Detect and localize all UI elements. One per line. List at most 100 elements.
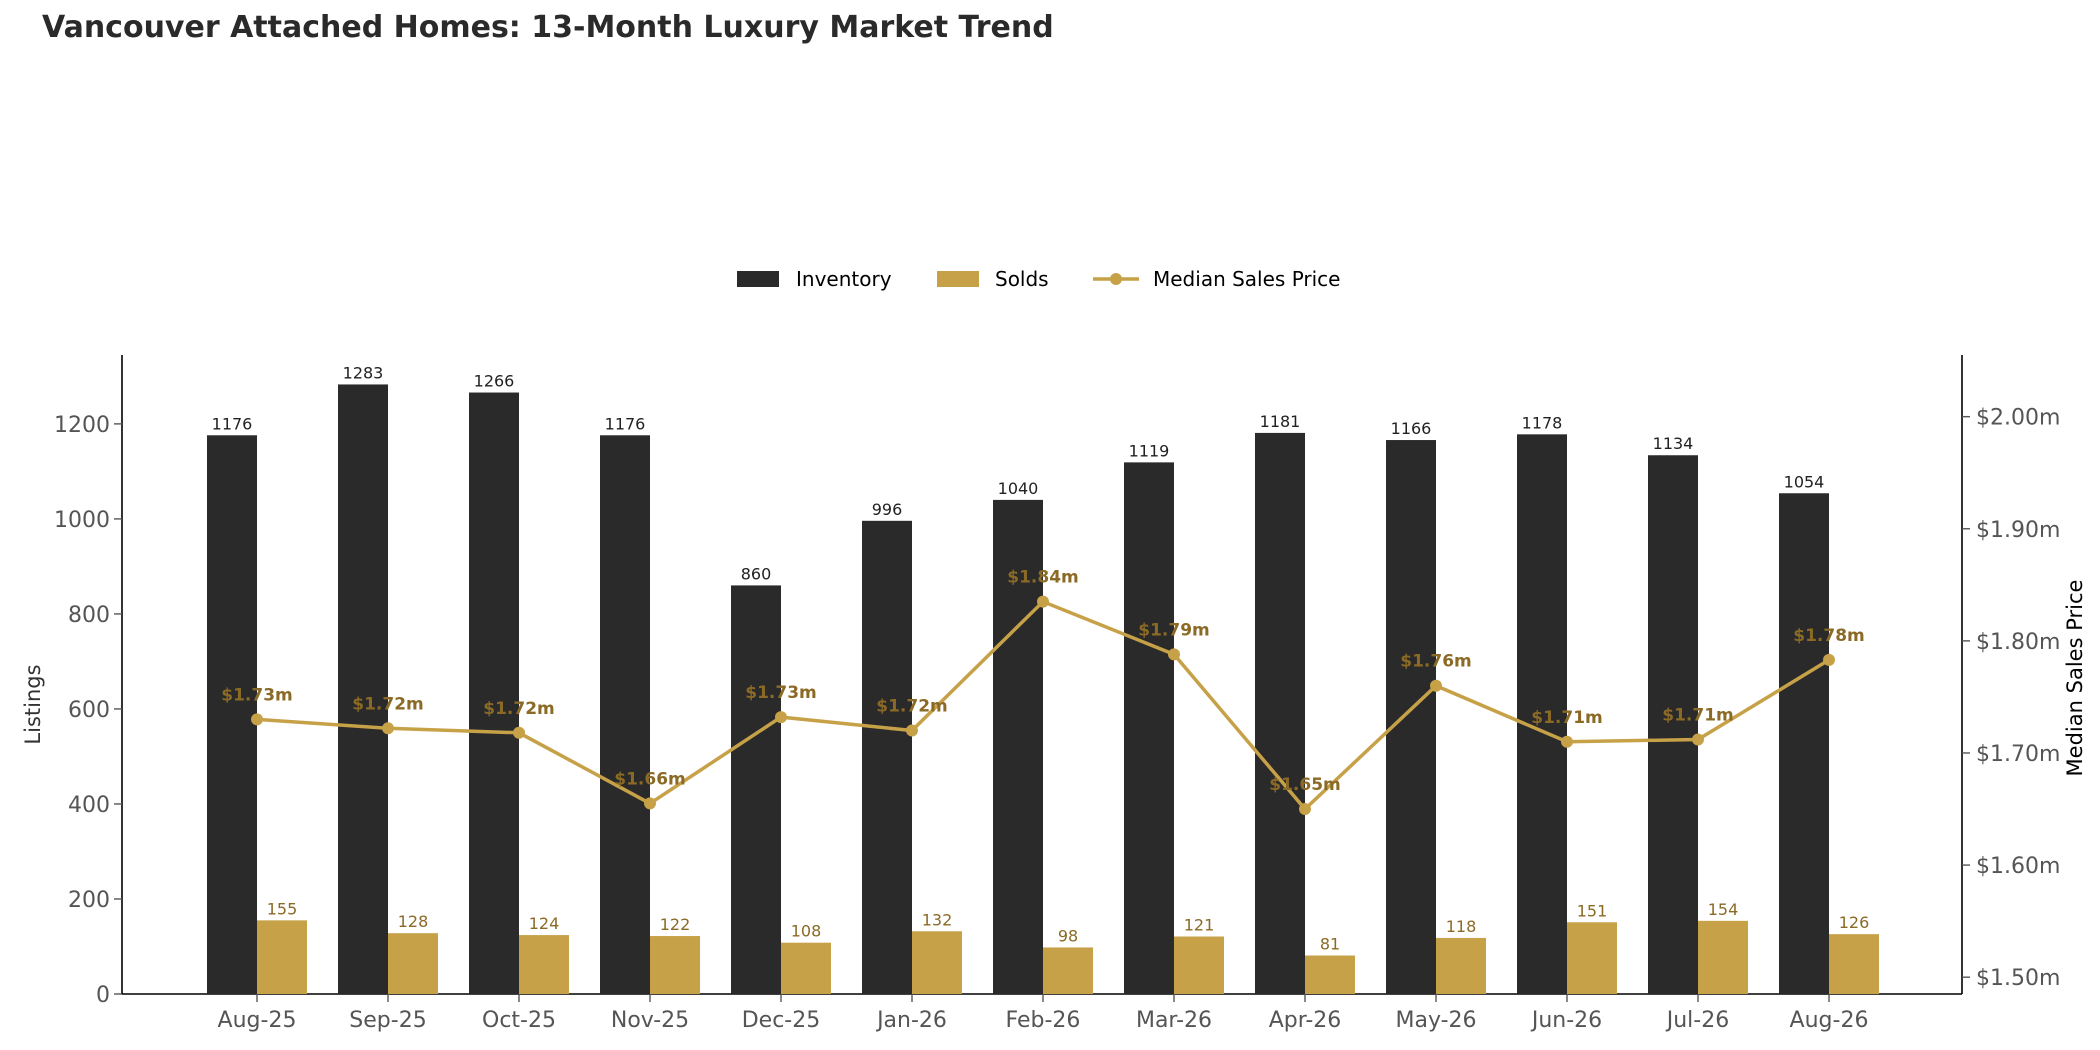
inventory-bar (1779, 493, 1829, 994)
solds-value-label: 124 (529, 914, 560, 933)
solds-value-label: 128 (398, 912, 429, 931)
inventory-value-label: 860 (741, 564, 772, 583)
median-price-point (906, 724, 918, 737)
median-price-label: $1.71m (1662, 706, 1734, 726)
legend-price-label: Median Sales Price (1153, 267, 1340, 291)
x-tick-label: Feb-26 (1006, 1008, 1081, 1033)
x-tick-label: Aug-26 (1790, 1008, 1869, 1033)
solds-bar (257, 920, 307, 994)
solds-value-label: 122 (660, 915, 691, 934)
median-price-label: $1.72m (876, 697, 948, 717)
y-tick-label: 800 (68, 603, 110, 628)
legend-solds-swatch (937, 271, 979, 287)
x-tick-label: Jan-26 (875, 1008, 947, 1033)
x-tick-label: Jun-26 (1530, 1008, 1602, 1033)
median-price-point (1561, 735, 1573, 748)
solds-bar (650, 936, 700, 994)
inventory-value-label: 1181 (1260, 412, 1301, 431)
x-tick-label: Apr-26 (1269, 1008, 1342, 1033)
solds-value-label: 118 (1446, 917, 1477, 936)
median-price-point (775, 711, 787, 724)
y2-tick-label: $1.90m (1976, 518, 2060, 543)
solds-value-label: 98 (1058, 926, 1078, 945)
inventory-value-label: 1119 (1129, 441, 1170, 460)
inventory-bar (207, 435, 257, 994)
inventory-value-label: 1040 (998, 479, 1039, 498)
y-tick-label: 1200 (54, 413, 110, 438)
x-tick-label: Oct-25 (482, 1008, 556, 1033)
x-tick-label: Nov-25 (611, 1008, 689, 1033)
solds-bar (1043, 947, 1093, 994)
solds-value-label: 154 (1708, 900, 1739, 919)
x-tick-label: Aug-25 (218, 1008, 297, 1033)
inventory-bar (1255, 432, 1305, 994)
inventory-bar (338, 384, 388, 994)
chart-title: Vancouver Attached Homes: 13-Month Luxur… (42, 10, 1054, 45)
solds-value-label: 81 (1320, 935, 1340, 954)
x-tick-label: Dec-25 (742, 1008, 821, 1033)
inventory-value-label: 1134 (1653, 434, 1694, 453)
solds-bar (1698, 920, 1748, 994)
solds-bar (1305, 955, 1355, 994)
solds-bar (912, 931, 962, 994)
inventory-value-label: 1266 (474, 372, 515, 391)
y-tick-label: 200 (68, 888, 110, 913)
median-price-label: $1.73m (745, 683, 817, 703)
median-price-label: $1.84m (1007, 568, 1079, 588)
inventory-bar (1386, 440, 1436, 994)
inventory-bar (1517, 434, 1567, 994)
y2-tick-label: $1.50m (1976, 966, 2060, 991)
x-tick-label: Sep-25 (349, 1008, 426, 1033)
inventory-value-label: 1176 (605, 414, 646, 433)
solds-bar (781, 942, 831, 994)
solds-bar (1567, 922, 1617, 994)
median-price-point (1430, 679, 1442, 692)
median-price-label: $1.65m (1269, 775, 1341, 795)
inventory-bar (731, 585, 781, 994)
y2-tick-label: $1.70m (1976, 742, 2060, 767)
median-price-label: $1.73m (221, 685, 293, 705)
x-tick-label: Jul-26 (1665, 1008, 1729, 1033)
median-price-point (382, 722, 394, 735)
inventory-value-label: 1178 (1522, 413, 1563, 432)
median-price-label: $1.72m (483, 699, 555, 719)
inventory-bar (1648, 455, 1698, 994)
inventory-value-label: 1166 (1391, 419, 1432, 438)
median-price-point (644, 797, 656, 810)
y-tick-label: 400 (68, 793, 110, 818)
median-price-label: $1.78m (1793, 626, 1865, 646)
inventory-value-label: 1283 (343, 363, 384, 382)
solds-value-label: 132 (922, 910, 953, 929)
inventory-bar (469, 392, 519, 994)
y2-tick-label: $1.60m (1976, 854, 2060, 879)
y-tick-label: 0 (96, 983, 110, 1008)
y-tick-label: 600 (68, 698, 110, 723)
median-price-label: $1.72m (352, 694, 424, 714)
solds-bar (1174, 936, 1224, 994)
solds-bar (1436, 937, 1486, 994)
median-price-point (1823, 653, 1835, 666)
legend-inventory-swatch (737, 271, 779, 287)
median-price-label: $1.71m (1531, 708, 1603, 728)
inventory-value-label: 1176 (212, 414, 253, 433)
median-price-label: $1.79m (1138, 620, 1210, 640)
median-price-point (1299, 803, 1311, 816)
y-tick-label: 1000 (54, 508, 110, 533)
inventory-bar (993, 499, 1043, 994)
x-tick-label: Mar-26 (1136, 1008, 1212, 1033)
median-price-point (1168, 648, 1180, 661)
solds-value-label: 155 (267, 899, 298, 918)
inventory-bar (862, 520, 912, 994)
median-price-point (1037, 595, 1049, 608)
median-price-point (251, 713, 263, 726)
solds-bar (388, 933, 438, 994)
legend-price-marker (1110, 273, 1122, 285)
median-price-point (513, 726, 525, 739)
median-price-label: $1.66m (614, 769, 686, 789)
legend-inventory-label: Inventory (796, 267, 892, 291)
solds-value-label: 121 (1184, 916, 1215, 935)
median-price-point (1692, 733, 1704, 746)
inventory-value-label: 1054 (1784, 472, 1825, 491)
legend-solds-label: Solds (995, 267, 1049, 291)
